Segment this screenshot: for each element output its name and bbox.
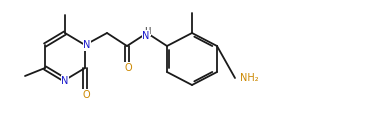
Text: H: H: [144, 27, 150, 36]
Text: NH₂: NH₂: [240, 73, 259, 83]
Text: O: O: [124, 63, 132, 73]
Text: N: N: [142, 31, 150, 41]
Text: O: O: [82, 90, 90, 100]
Text: N: N: [61, 76, 69, 86]
Text: N: N: [83, 40, 91, 50]
